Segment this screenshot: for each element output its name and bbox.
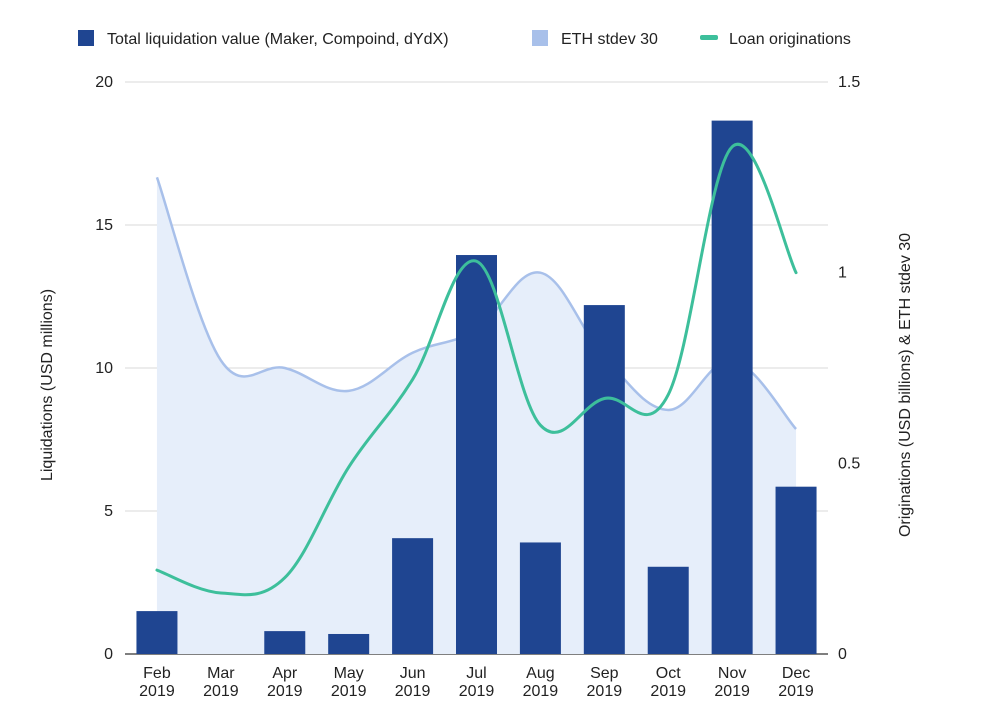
liquidation-bars xyxy=(136,120,817,655)
legend-label: Loan originations xyxy=(729,31,851,48)
legend-swatch xyxy=(78,30,94,46)
liquidation-bar xyxy=(328,633,370,654)
y-right-tick-label: 1.5 xyxy=(838,74,860,91)
x-tick-label: Sep 2019 xyxy=(587,665,623,700)
x-axis: Feb 2019 Mar 2019 Apr 2019 May 2019 Jun 2019 Jul 20… xyxy=(139,665,814,700)
legend-label: ETH stdev 30 xyxy=(561,31,658,48)
legend-swatch xyxy=(532,30,548,46)
x-tick-label: Feb 2019 xyxy=(139,665,175,700)
loan-originations-line xyxy=(155,142,798,597)
y-axis-right-title: Originations (USD billions) & ETH stdev … xyxy=(897,233,914,537)
x-tick-label: Apr 2019 xyxy=(267,665,303,700)
y-left-tick-label: 20 xyxy=(95,74,113,91)
legend-item-loan-originations: Loan originations xyxy=(700,31,851,48)
legend-label: Total liquidation value (Maker, Compoind… xyxy=(107,31,449,48)
y-right-tick-label: 1 xyxy=(838,265,847,282)
x-tick-label: May 2019 xyxy=(331,665,367,700)
y-left-tick-label: 5 xyxy=(104,503,113,520)
liquidation-bar xyxy=(392,538,434,654)
legend-item-liquidation: Total liquidation value (Maker, Compoind… xyxy=(78,30,449,48)
x-tick-label: Jun 2019 xyxy=(395,665,431,700)
liquidation-bar xyxy=(519,542,561,654)
liquidation-bar xyxy=(647,566,689,654)
x-tick-label: Aug 2019 xyxy=(523,665,559,700)
liquidation-bar xyxy=(711,120,753,655)
liquidation-bar xyxy=(583,305,625,654)
legend-swatch xyxy=(700,35,718,40)
legend-item-eth-stdev: ETH stdev 30 xyxy=(532,30,658,48)
x-tick-label: Oct 2019 xyxy=(650,665,686,700)
y-axis-left-title: Liquidations (USD millions) xyxy=(39,289,56,481)
y-right-tick-label: 0 xyxy=(838,646,847,663)
legend: Total liquidation value (Maker, Compoind… xyxy=(78,30,851,48)
liquidation-bar xyxy=(456,255,497,654)
y-right-tick-label: 0.5 xyxy=(838,455,860,472)
y-axis-right: 0 0.5 1 1.5 xyxy=(838,74,860,663)
x-tick-label: Jul 2019 xyxy=(459,665,495,700)
x-tick-label: Mar 2019 xyxy=(203,665,239,700)
y-left-tick-label: 0 xyxy=(104,646,113,663)
loan-originations-line-layer xyxy=(155,142,798,597)
liquidation-bar xyxy=(136,611,178,654)
x-tick-label: Dec 2019 xyxy=(778,665,814,700)
liquidation-bar xyxy=(775,486,817,654)
x-tick-label: Nov 2019 xyxy=(714,665,750,700)
liquidation-bar xyxy=(264,631,306,654)
y-axis-left: 0 5 10 15 20 xyxy=(95,74,113,663)
y-left-tick-label: 15 xyxy=(95,217,113,234)
y-left-tick-label: 10 xyxy=(95,360,113,377)
